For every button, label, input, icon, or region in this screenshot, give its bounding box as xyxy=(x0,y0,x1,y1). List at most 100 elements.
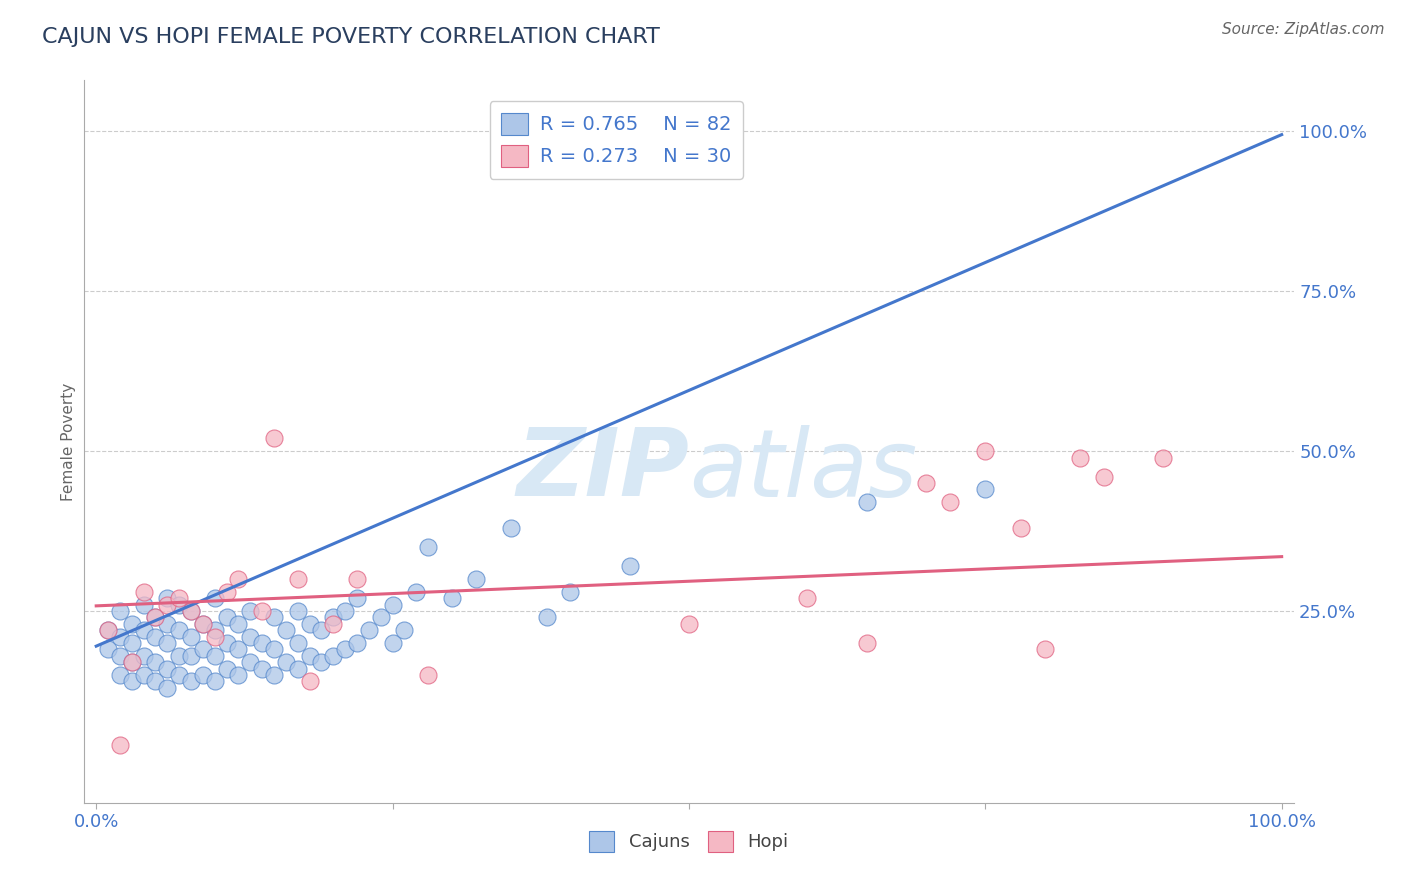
Point xyxy=(915,476,938,491)
Point xyxy=(333,642,356,657)
Point xyxy=(145,655,167,669)
Point xyxy=(287,604,309,618)
Point xyxy=(239,630,262,644)
Point xyxy=(97,642,120,657)
Point xyxy=(215,584,238,599)
Point xyxy=(796,591,818,606)
Point xyxy=(1152,450,1174,465)
Point xyxy=(239,655,262,669)
Point xyxy=(322,610,344,624)
Point xyxy=(263,642,285,657)
Point xyxy=(501,521,523,535)
Point xyxy=(191,668,214,682)
Point xyxy=(938,495,960,509)
Point xyxy=(974,444,997,458)
Point xyxy=(97,623,120,637)
Point xyxy=(357,623,380,637)
Point xyxy=(418,668,440,682)
Point xyxy=(121,655,143,669)
Point xyxy=(381,636,404,650)
Point xyxy=(121,655,143,669)
Point xyxy=(167,623,190,637)
Point xyxy=(108,738,131,752)
Point xyxy=(228,642,250,657)
Point xyxy=(418,540,440,554)
Text: ZIP: ZIP xyxy=(516,425,689,516)
Point xyxy=(287,572,309,586)
Point xyxy=(311,655,333,669)
Point xyxy=(394,623,416,637)
Point xyxy=(239,604,262,618)
Point xyxy=(167,591,190,606)
Y-axis label: Female Poverty: Female Poverty xyxy=(60,383,76,500)
Point xyxy=(121,636,143,650)
Point xyxy=(263,668,285,682)
Point xyxy=(121,616,143,631)
Point xyxy=(167,648,190,663)
Point xyxy=(322,648,344,663)
Point xyxy=(191,616,214,631)
Point xyxy=(464,572,486,586)
Point xyxy=(191,616,214,631)
Point xyxy=(228,668,250,682)
Point xyxy=(156,598,179,612)
Point xyxy=(228,616,250,631)
Legend: Cajuns, Hopi: Cajuns, Hopi xyxy=(582,823,796,859)
Text: Source: ZipAtlas.com: Source: ZipAtlas.com xyxy=(1222,22,1385,37)
Point xyxy=(145,610,167,624)
Point xyxy=(1033,642,1056,657)
Point xyxy=(108,604,131,618)
Point xyxy=(298,648,321,663)
Point xyxy=(370,610,392,624)
Point xyxy=(108,668,131,682)
Point xyxy=(180,604,202,618)
Point xyxy=(1010,521,1032,535)
Point xyxy=(333,604,356,618)
Point xyxy=(274,655,297,669)
Point xyxy=(228,572,250,586)
Point xyxy=(322,616,344,631)
Text: CAJUN VS HOPI FEMALE POVERTY CORRELATION CHART: CAJUN VS HOPI FEMALE POVERTY CORRELATION… xyxy=(42,27,659,46)
Point xyxy=(250,661,273,675)
Point xyxy=(346,591,368,606)
Point xyxy=(311,623,333,637)
Point xyxy=(145,610,167,624)
Point xyxy=(145,630,167,644)
Point xyxy=(132,648,155,663)
Point xyxy=(180,648,202,663)
Point xyxy=(180,674,202,689)
Point xyxy=(180,630,202,644)
Point xyxy=(132,668,155,682)
Point xyxy=(204,648,226,663)
Point xyxy=(167,668,190,682)
Point xyxy=(191,642,214,657)
Point xyxy=(263,610,285,624)
Point xyxy=(1069,450,1091,465)
Point xyxy=(1092,469,1115,483)
Point xyxy=(180,604,202,618)
Text: atlas: atlas xyxy=(689,425,917,516)
Point xyxy=(156,591,179,606)
Point xyxy=(156,681,179,695)
Point xyxy=(250,636,273,650)
Point xyxy=(287,661,309,675)
Point xyxy=(121,674,143,689)
Point xyxy=(678,616,700,631)
Point xyxy=(250,604,273,618)
Point xyxy=(156,616,179,631)
Point xyxy=(287,636,309,650)
Point xyxy=(145,674,167,689)
Point xyxy=(204,623,226,637)
Point xyxy=(855,495,877,509)
Point xyxy=(619,559,641,574)
Point xyxy=(156,661,179,675)
Point xyxy=(346,572,368,586)
Point xyxy=(204,591,226,606)
Point xyxy=(440,591,463,606)
Point xyxy=(560,584,582,599)
Point xyxy=(263,431,285,445)
Point xyxy=(204,674,226,689)
Point xyxy=(298,674,321,689)
Point xyxy=(215,610,238,624)
Point xyxy=(298,616,321,631)
